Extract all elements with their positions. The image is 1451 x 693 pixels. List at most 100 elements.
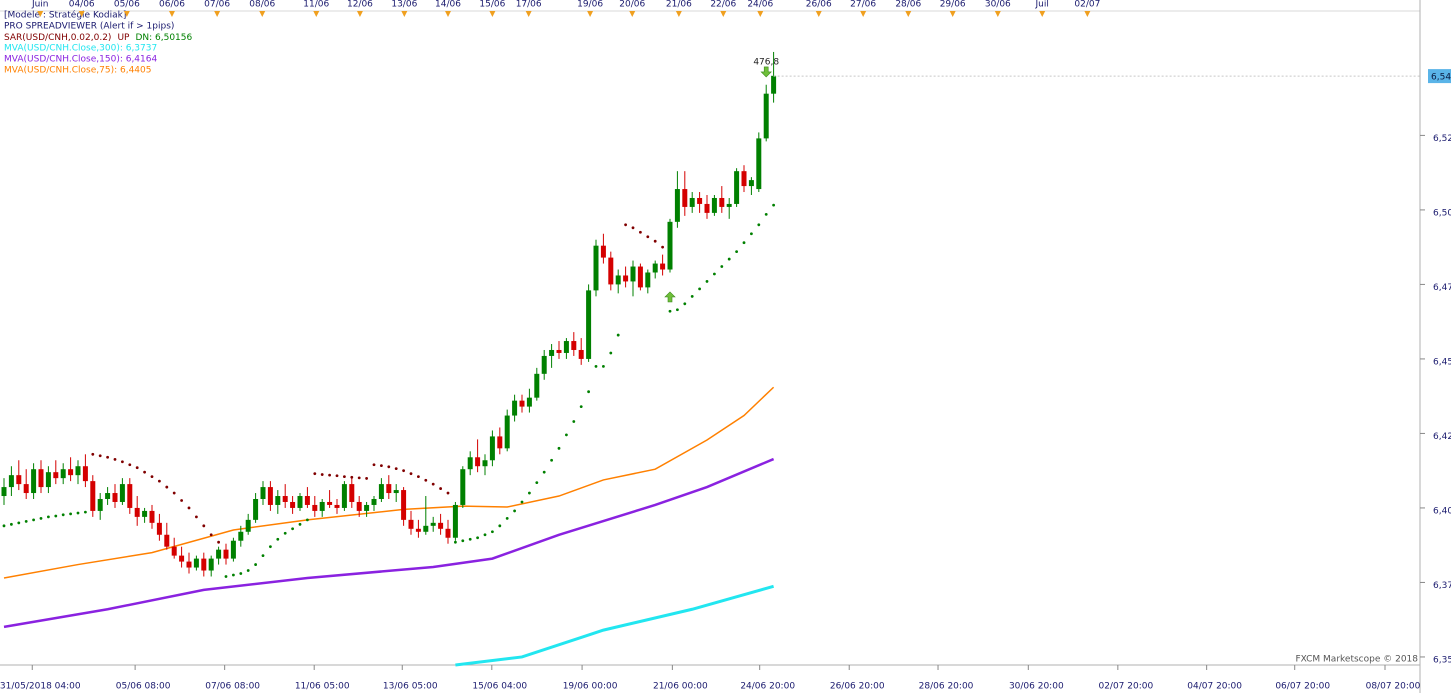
signal-label: 476,8 bbox=[753, 57, 779, 67]
candle-body bbox=[504, 415, 510, 449]
sar-dot bbox=[172, 491, 176, 495]
x-tick-label: 04/07 20:00 bbox=[1187, 682, 1242, 692]
sar-dot bbox=[439, 487, 443, 490]
candle-body bbox=[356, 501, 362, 511]
candle-body bbox=[697, 197, 703, 204]
sar-dot bbox=[713, 272, 716, 276]
top-tick bbox=[994, 11, 1001, 17]
candle-body bbox=[600, 245, 606, 258]
candle-body bbox=[364, 504, 370, 511]
top-tick-label: 21/06 bbox=[666, 0, 692, 10]
candle-body bbox=[460, 469, 466, 505]
candle-body bbox=[341, 484, 347, 508]
sar-dot bbox=[424, 478, 428, 482]
top-tick bbox=[445, 11, 452, 17]
candle-body bbox=[371, 498, 377, 505]
signal-arrow bbox=[760, 66, 772, 78]
y-tick-label: 6,37 bbox=[1433, 581, 1451, 591]
sar-dot bbox=[276, 537, 280, 541]
top-tick-label: 04/06 bbox=[69, 0, 95, 10]
sar-dot bbox=[431, 482, 435, 486]
x-tick-label: 24/06 20:00 bbox=[740, 682, 795, 692]
candle-body bbox=[674, 189, 680, 222]
candle-body bbox=[186, 561, 192, 568]
sar-dot bbox=[143, 470, 146, 474]
sar-dot bbox=[631, 226, 635, 230]
top-tick-label: 11/06 bbox=[303, 0, 329, 10]
candle-body bbox=[652, 263, 658, 273]
top-tick-label: 26/06 bbox=[806, 0, 832, 10]
top-tick-label: 06/06 bbox=[159, 0, 185, 10]
candle-body bbox=[16, 475, 22, 485]
x-tick-label: 13/06 05:00 bbox=[383, 682, 438, 692]
candle-body bbox=[216, 549, 222, 559]
sar-dot bbox=[668, 309, 672, 313]
candle-body bbox=[82, 466, 88, 482]
sar-dot bbox=[32, 518, 35, 522]
top-tick bbox=[313, 11, 320, 17]
sar-dot bbox=[379, 464, 383, 468]
sar-dot bbox=[454, 540, 457, 544]
sar-dot bbox=[757, 223, 761, 227]
candle-body bbox=[430, 522, 436, 526]
top-tick bbox=[1084, 11, 1091, 17]
sar-dot bbox=[720, 265, 724, 268]
candle-body bbox=[179, 555, 185, 562]
candle-body bbox=[142, 510, 148, 517]
sar-dot bbox=[402, 469, 405, 473]
candle-body bbox=[719, 197, 725, 207]
candle-body bbox=[593, 245, 599, 291]
x-tick-label: 26/06 20:00 bbox=[830, 682, 885, 692]
candle-body bbox=[563, 341, 569, 353]
candle-body bbox=[119, 484, 125, 502]
candle-body bbox=[704, 203, 710, 213]
candle-body bbox=[238, 531, 244, 541]
top-tick-label: 13/06 bbox=[391, 0, 417, 10]
candle-body bbox=[623, 275, 629, 282]
candle-body bbox=[519, 400, 525, 407]
sar-dot bbox=[194, 515, 198, 519]
sar-value: DN: 6,50156 bbox=[135, 33, 192, 43]
legend-spreadviewer: PRO SPREADVIEWER (Alert if > 1pips) bbox=[4, 22, 174, 32]
candle-body bbox=[230, 540, 236, 559]
sar-dot bbox=[742, 241, 746, 245]
candle-body bbox=[445, 528, 451, 538]
top-tick-label: 08/06 bbox=[249, 0, 275, 10]
top-tick-label: 07/06 bbox=[204, 0, 230, 10]
sar-dot bbox=[120, 460, 124, 464]
top-tick bbox=[757, 11, 764, 17]
candle-body bbox=[97, 498, 103, 511]
top-tick-label: 02/07 bbox=[1074, 0, 1100, 10]
candle-body bbox=[756, 138, 762, 190]
candle-body bbox=[275, 496, 281, 505]
candle-body bbox=[245, 519, 251, 532]
candle-body bbox=[282, 496, 288, 502]
sar-dot bbox=[39, 516, 43, 520]
sar-dot bbox=[254, 563, 257, 566]
candle-body bbox=[134, 507, 140, 517]
candle-body bbox=[208, 558, 214, 571]
sar-dot bbox=[750, 232, 753, 236]
sar-dot bbox=[609, 351, 613, 355]
candle-body bbox=[549, 349, 555, 356]
top-tick bbox=[525, 11, 532, 17]
candle-body bbox=[475, 457, 481, 467]
sar-dot bbox=[483, 533, 487, 537]
x-tick-label: 05/06 08:00 bbox=[116, 682, 171, 692]
legend-ma: MVA(USD/CNH.Close,75): 6,4405 bbox=[4, 66, 152, 76]
y-tick-label: 6,50 bbox=[1433, 208, 1451, 218]
top-tick bbox=[675, 11, 682, 17]
watermark: FXCM Marketscope © 2018 bbox=[1295, 655, 1418, 665]
top-tick-label: 24/06 bbox=[747, 0, 773, 10]
moving-average bbox=[3, 386, 775, 579]
sar-name: SAR(USD/CNH,0.02,0.2) bbox=[4, 33, 111, 43]
sar-dot bbox=[313, 472, 317, 476]
candle-body bbox=[38, 469, 44, 488]
sar-dot bbox=[106, 455, 109, 459]
sar-dot bbox=[550, 458, 554, 462]
candle-body bbox=[53, 472, 59, 479]
candle-body bbox=[489, 436, 495, 461]
sar-dot bbox=[387, 465, 391, 469]
sar-dot bbox=[594, 364, 598, 368]
